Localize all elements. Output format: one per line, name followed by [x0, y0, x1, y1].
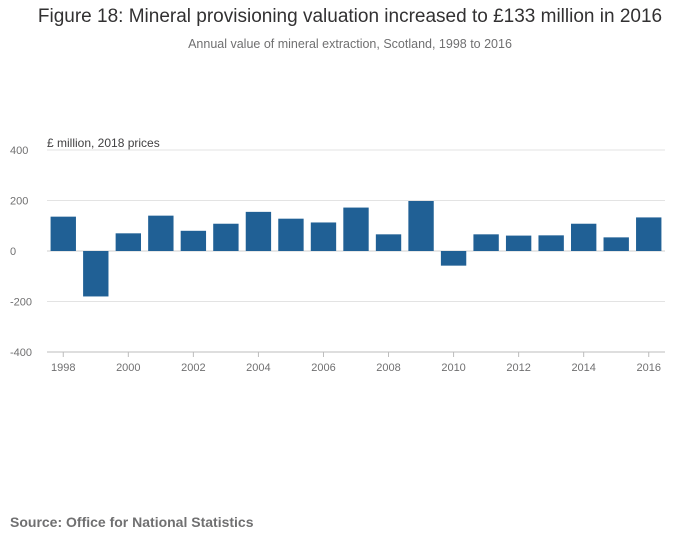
bar-1998[interactable]: [50, 216, 76, 251]
bar-2010[interactable]: [440, 251, 467, 266]
y-axis-label: £ million, 2018 prices: [47, 136, 160, 150]
bar-2000[interactable]: [115, 233, 142, 251]
bar-2005[interactable]: [278, 218, 304, 251]
x-tick-label: 2016: [636, 362, 660, 374]
x-tick-label: 2014: [571, 362, 595, 374]
bars: [50, 201, 662, 297]
y-tick-label: 0: [10, 246, 16, 258]
x-tick-label: 2000: [116, 362, 140, 374]
y-axis-ticks: 400 200 0 -200 -400: [10, 145, 32, 359]
bar-2007[interactable]: [343, 207, 369, 251]
x-tick-label: 2006: [311, 362, 335, 374]
y-tick-label: -200: [10, 297, 32, 309]
chart-title: Figure 18: Mineral provisioning valuatio…: [37, 6, 663, 27]
bar-2003[interactable]: [213, 223, 239, 251]
bar-2015[interactable]: [603, 237, 629, 251]
x-tick-label: 2010: [441, 362, 465, 374]
source-note: Source: Office for National Statistics: [10, 514, 254, 530]
bar-1999[interactable]: [83, 251, 109, 297]
y-tick-label: 400: [10, 145, 28, 157]
x-tick-label: 1998: [51, 362, 75, 374]
x-axis: 1998 2000 2002 2004 2006 2008 2010 2012 2014 2016: [47, 351, 665, 374]
chart-subtitle: Annual value of mineral extraction, Scot…: [188, 37, 512, 51]
bar-2009[interactable]: [408, 201, 434, 251]
bar-2006[interactable]: [310, 222, 337, 251]
x-tick-label: 2008: [376, 362, 400, 374]
x-tick-label: 2004: [246, 362, 270, 374]
bar-2013[interactable]: [538, 235, 564, 251]
bar-2016[interactable]: [636, 217, 662, 251]
bar-2002[interactable]: [180, 230, 207, 251]
bar-2004[interactable]: [245, 211, 272, 251]
y-tick-label: -400: [10, 347, 32, 359]
y-tick-label: 200: [10, 196, 28, 208]
bar-2014[interactable]: [570, 223, 597, 251]
bar-2008[interactable]: [375, 234, 402, 251]
x-tick-label: 2012: [506, 362, 530, 374]
bar-2011[interactable]: [473, 234, 499, 251]
x-tick-label: 2002: [181, 362, 205, 374]
bar-2001[interactable]: [148, 215, 174, 251]
bar-2012[interactable]: [505, 235, 532, 251]
